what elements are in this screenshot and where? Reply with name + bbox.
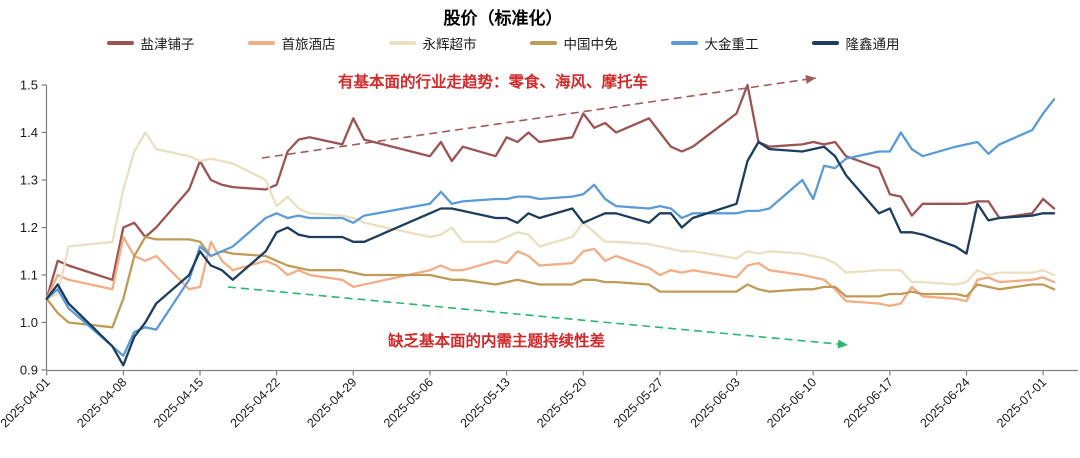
y-tick-label: 1.1 [20,268,38,283]
legend-label-zhongguo-zhongmian: 中国中免 [563,37,618,52]
series-line-yanjinpuzi [45,83,1056,300]
legend-label-longxin-tongyong: 隆鑫通用 [845,37,900,52]
x-tick-label: 2025-05-06 [381,375,436,430]
y-tick-label: 0.9 [20,363,38,378]
y-tick-label: 1.0 [20,315,38,330]
x-tick-label: 2025-06-17 [841,375,896,430]
legend-label-dajin-zhonggong: 大金重工 [704,37,759,52]
legend-item-zhongguo-zhongmian: 中国中免 [529,33,618,53]
legend: 盐津铺子 首旅酒店 永辉超市 中国中免 大金重工 隆鑫通用 [0,33,1006,53]
series-line-shoulv-jiudian [45,235,1056,308]
series-line-longxin-tongyong [45,140,1056,367]
series-line-yonghui-chaoshi [45,131,1056,300]
x-tick-label: 2025-04-08 [74,375,129,430]
legend-swatch-shoulv-jiudian [247,41,275,45]
series-line-dajin-zhonggong [45,98,1056,357]
legend-swatch-yonghui-chaoshi [388,41,416,45]
uptrend-arrow-line [261,77,817,159]
y-tick-label: 1.3 [20,173,38,188]
y-tick-label: 1.5 [20,78,38,93]
x-tick-label: 2025-05-27 [611,375,666,430]
x-tick-label: 2025-06-10 [764,375,819,430]
x-tick-label: 2025-06-24 [918,375,973,430]
uptrend-arrow-head [805,74,816,84]
legend-label-yanjinpuzi: 盐津铺子 [140,37,195,52]
x-tick-label: 2025-04-22 [228,375,283,430]
legend-item-shoulv-jiudian: 首旅酒店 [247,33,336,53]
legend-swatch-zhongguo-zhongmian [529,41,557,45]
legend-label-yonghui-chaoshi: 永辉超市 [422,37,477,52]
annotation-uptrend-text: 有基本面的行业走趋势：零食、海风、摩托车 [338,74,649,91]
x-tick-label: 2025-05-20 [534,375,589,430]
legend-swatch-longxin-tongyong [811,41,839,45]
legend-item-yonghui-chaoshi: 永辉超市 [388,33,477,53]
legend-item-dajin-zhonggong: 大金重工 [670,33,759,53]
legend-label-shoulv-jiudian: 首旅酒店 [281,37,336,52]
y-tick-label: 1.2 [20,220,38,235]
chart-title: 股价（标准化） [443,9,563,28]
annotation-downtrend-text: 缺乏基本面的内需主题持续性差 [388,333,606,350]
x-tick-label: 2025-06-03 [688,375,743,430]
x-tick-label: 2025-04-15 [151,375,206,430]
legend-swatch-yanjinpuzi [106,41,134,45]
x-tick-label: 2025-05-13 [458,375,513,430]
legend-swatch-dajin-zhonggong [670,41,698,45]
downtrend-arrow-head [837,339,848,349]
x-tick-label: 2025-04-01 [0,375,53,430]
x-tick-label: 2025-04-29 [304,375,359,430]
legend-item-longxin-tongyong: 隆鑫通用 [811,33,900,53]
x-tick-label: 2025-07-01 [994,375,1049,430]
y-tick-label: 1.4 [20,125,38,140]
legend-item-yanjinpuzi: 盐津铺子 [106,33,195,53]
